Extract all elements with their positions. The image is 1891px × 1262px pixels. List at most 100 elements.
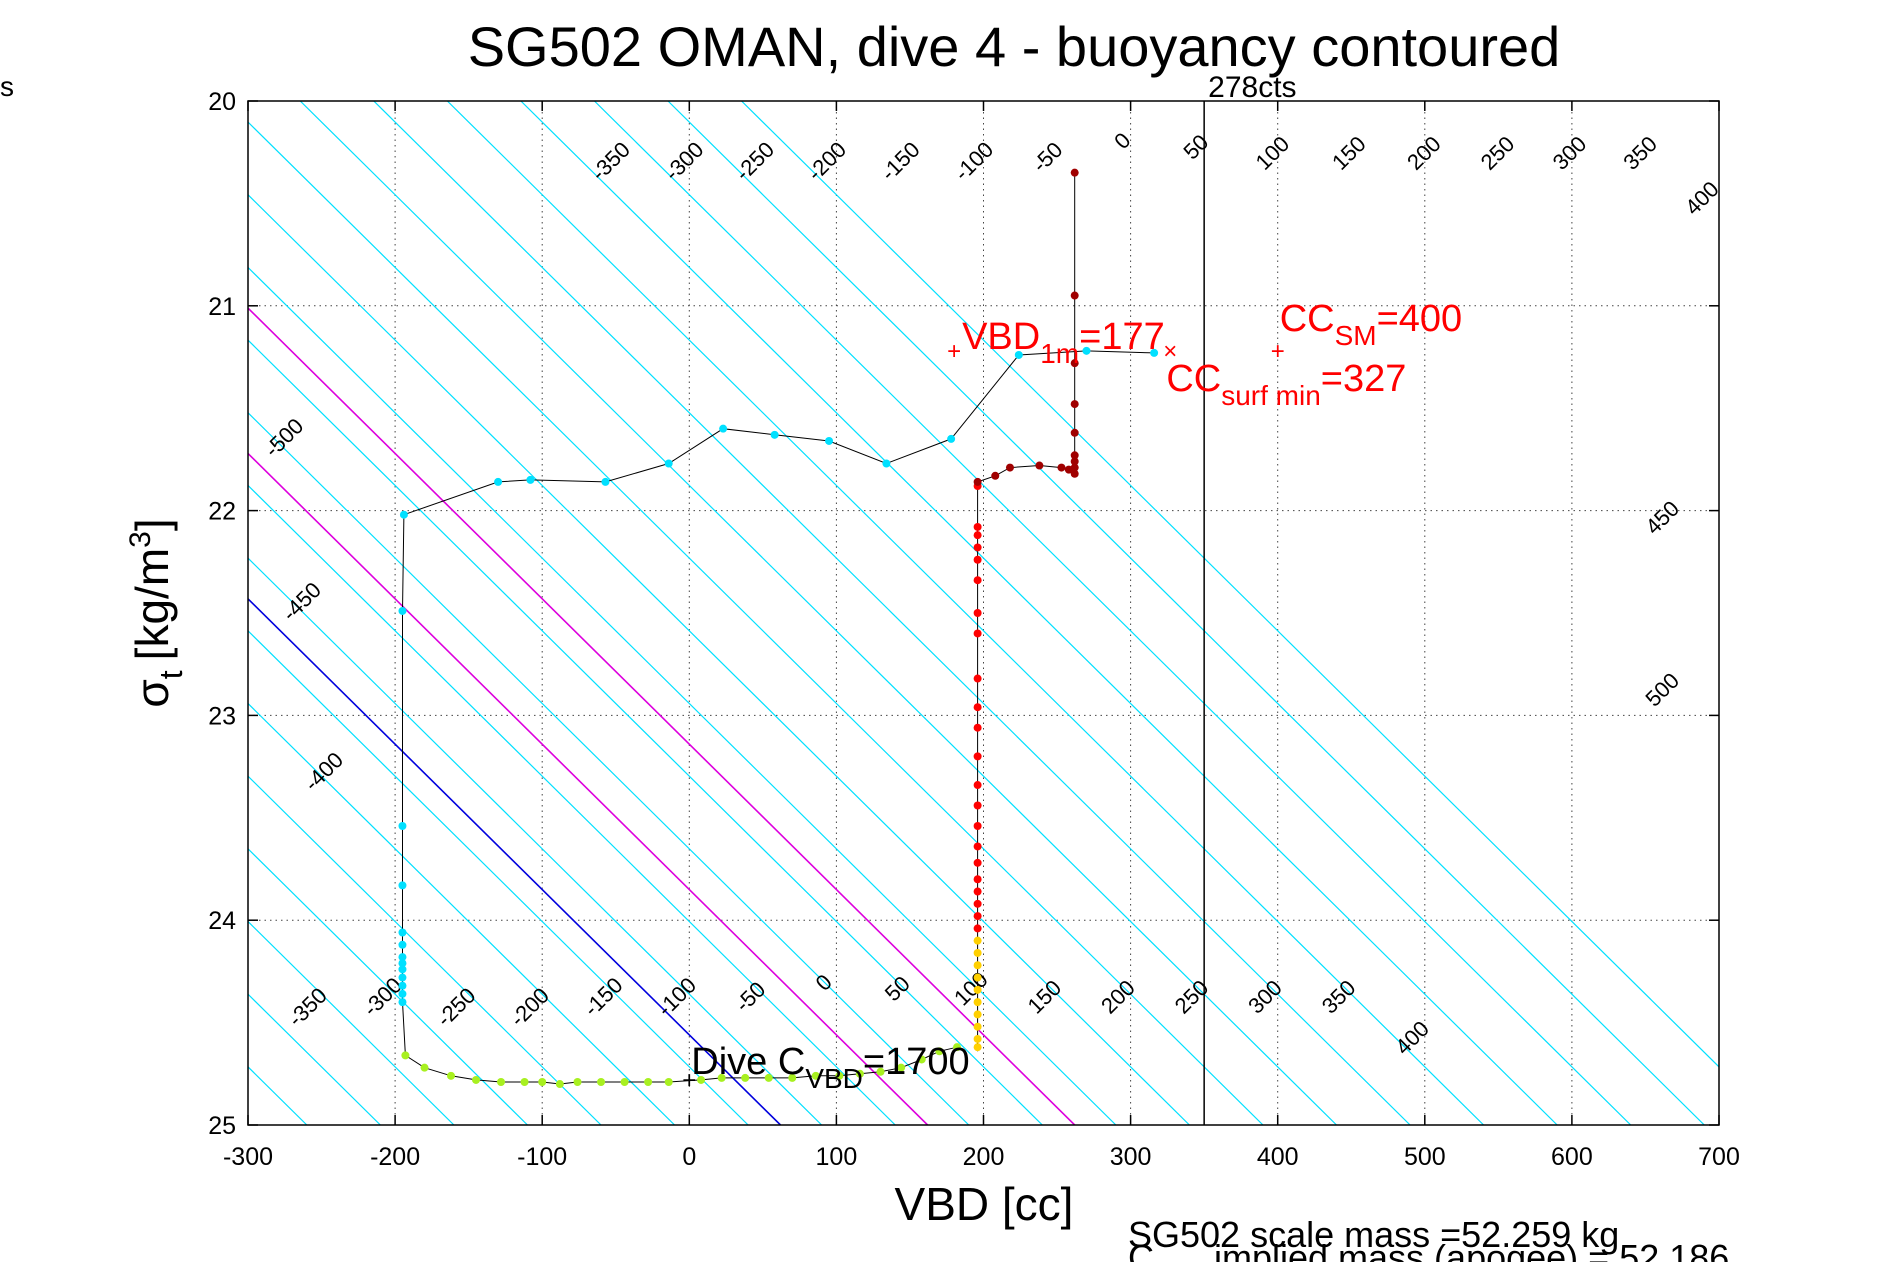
descent_right_red-point [973,875,982,884]
x-tick-label: -200 [370,1143,420,1171]
descent_right_yellow-point [973,948,982,957]
contour-line [741,101,1719,1068]
descent_bottom-point [876,1067,885,1076]
descent_right_red-point [973,752,982,761]
y-axis-label-symbol: σ [126,679,178,707]
descent_right_red-point [973,723,982,732]
climb_left-point [398,881,407,890]
descent_bottom-point [446,1071,455,1080]
climb_upper-point [494,477,503,486]
contour-line [248,629,749,1125]
contour-line [0,101,86,1125]
contour-label: 400 [1680,176,1724,220]
footer-line-1: SG502 scale mass =52.259 kg [1128,1214,1619,1255]
contour-label: -50 [1027,137,1067,177]
dive-c-vbd-marker: + [682,1067,696,1094]
descent_right_red-point [973,801,982,810]
descent_right_red-point [973,912,982,921]
descent_right_red-point [973,629,982,638]
descent_right_red-point [973,543,982,552]
descent_bottom-point [573,1077,582,1086]
contour-label: -200 [802,137,851,186]
climb_left-point [398,959,407,968]
climb-path [977,172,1076,1052]
x-axis-label: VBD [cc] [895,1178,1074,1230]
contour-line [248,266,1117,1125]
cc-sm-label-sub: SM [1335,320,1377,351]
cc-sm-label-main: CC [1280,298,1335,340]
climb_upper-point [947,434,956,443]
descent_bottom-point [497,1077,506,1086]
y-axis-label-units: [kg/m [126,548,178,660]
descent_bottom-point [935,1047,944,1056]
descent_right_yellow-point [973,1022,982,1031]
contour-label: -200 [505,983,554,1032]
contour-label: 100 [1251,131,1295,175]
descent_bottom-point [401,1051,410,1060]
descent_bottom-point [717,1073,726,1082]
footer-line-2-rest: implied mass (apogee) = 52.186 [1214,1237,1729,1262]
surface_darkred-point [1070,451,1079,460]
y-axis-label-superscript: 3 [124,531,157,548]
corner-label: s [0,71,14,102]
x-tick-label: -100 [517,1143,567,1171]
climb_left-point [398,940,407,949]
contour-line [373,101,1411,1125]
x-tick-label: 100 [816,1143,858,1171]
contour-line [520,101,1558,1125]
contour-line [248,847,528,1125]
contour-line [248,775,602,1125]
x-tick-label: 400 [1257,1143,1299,1171]
surface_darkred-point [1070,168,1079,177]
descent_right_red-point [973,576,982,585]
contour-label: -450 [277,577,326,626]
descent_bottom-point [953,1043,962,1052]
climb_left-point [398,989,407,998]
descent_bottom-point [597,1077,606,1086]
cc-surf-min-label-main: CC [1166,358,1221,400]
descent_right_red-point [973,858,982,867]
climb_left-point [398,821,407,830]
surface_darkred-point [1005,463,1014,472]
climb_left-point [398,965,407,974]
descent_bottom-point [811,1071,820,1080]
descent_right_yellow-point [973,936,982,945]
contour-label: -300 [660,137,709,186]
x-tick-label: 0 [682,1143,696,1171]
chart-title: SG502 OMAN, dive 4 - buoyancy contoured [468,15,1561,78]
descent_bottom-point [835,1071,844,1080]
x-tick-label: 600 [1551,1143,1593,1171]
contour-label: 350 [1618,131,1662,175]
dive-c-vbd-label-main: Dive C [691,1041,805,1083]
climb_upper-point [1014,350,1023,359]
descent_bottom-point [664,1077,673,1086]
contour-line [0,101,13,1125]
contour-label: -350 [586,137,635,186]
grid-lines [247,100,1720,1126]
descent_right_red-point [973,842,982,851]
contour-line-cc2 [248,307,1076,1125]
contour-line [248,339,1043,1125]
climb_upper-point [1082,346,1091,355]
cc-sm-label: CCSM=400 [1280,298,1462,351]
descent_right_red-point [973,522,982,531]
surface_darkred-point [1070,428,1079,437]
contour-label: 50 [880,971,915,1006]
surface_darkred-point [1070,291,1079,300]
y-tick-label: 24 [208,907,236,935]
y-tick-label: 20 [208,88,236,116]
descent_right_yellow-point [973,973,982,982]
contour-line [248,411,970,1125]
surface_darkred-point [1070,463,1079,472]
vbd-1m-label-tail: =177 [1079,316,1165,358]
contour-label: 250 [1476,131,1520,175]
buoyancy-contours [0,101,1719,1125]
annotations: 278cts+ VBD1m=177×CCsurf min=327+CCSM=400… [682,71,1462,1094]
x-tick-label: -300 [223,1143,273,1171]
contour-label: 300 [1548,131,1592,175]
descent_right_red-point [973,703,982,712]
contour-line [248,484,896,1125]
contour-label: -350 [283,983,332,1032]
cc-surf-min-label-tail: =327 [1321,358,1407,400]
